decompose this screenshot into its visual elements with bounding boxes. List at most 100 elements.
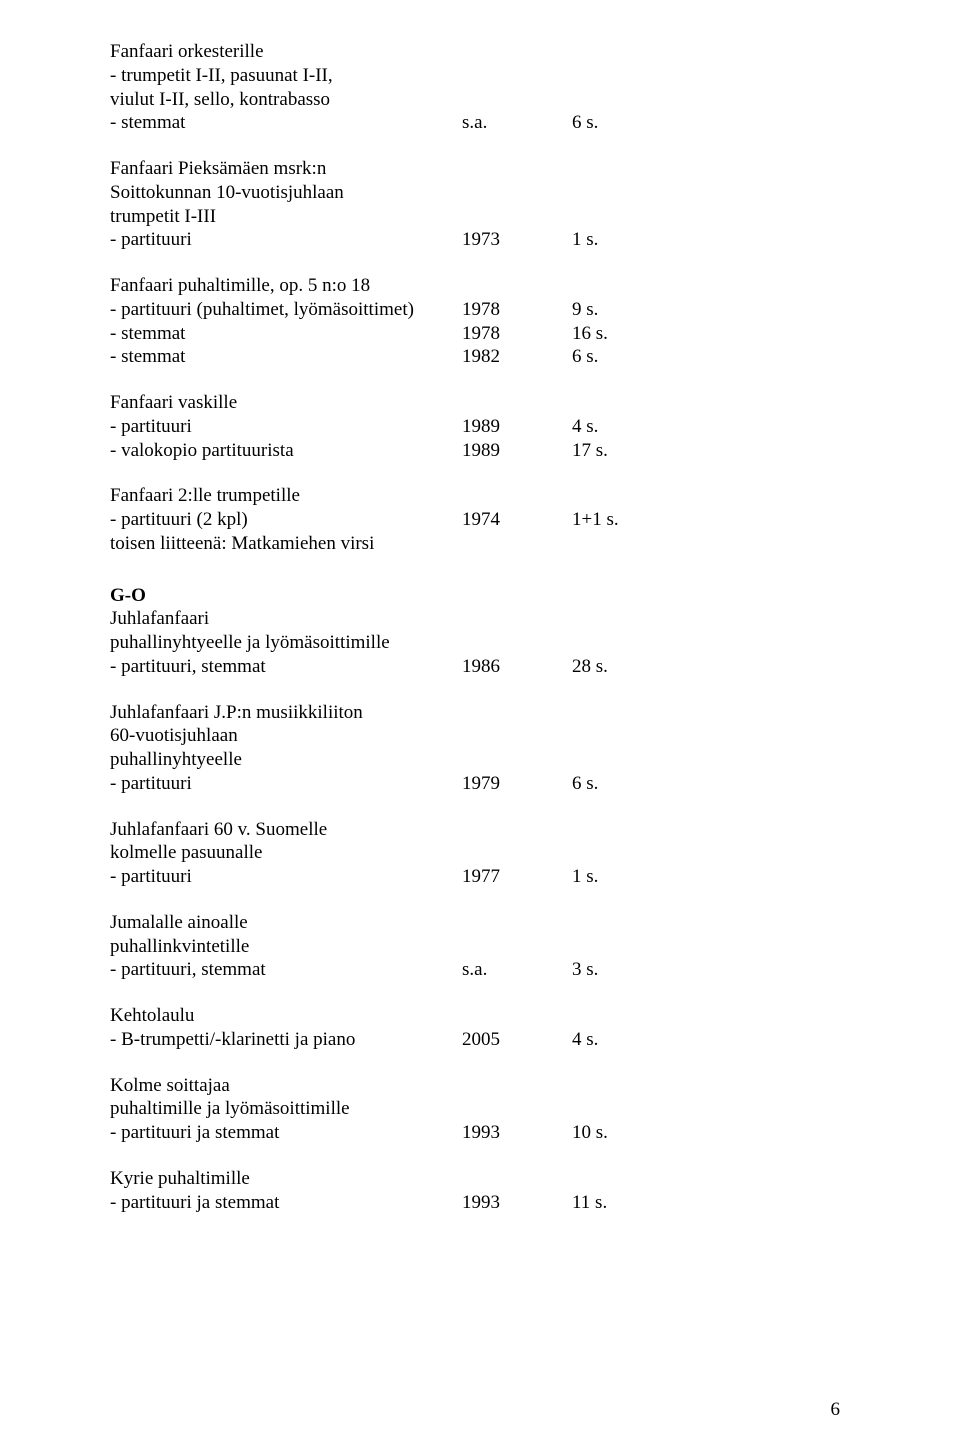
entry-row: - stemmat197816 s.: [110, 322, 850, 346]
entries-container: Fanfaari orkesterille- trumpetit I-II, p…: [110, 40, 850, 556]
trailing-line: toisen liitteenä: Matkamiehen virsi: [110, 532, 850, 556]
title-line: - trumpetit I-II, pasuunat I-II,: [110, 64, 850, 88]
entry-row: - partituuri ja stemmat199310 s.: [110, 1121, 850, 1145]
entry-row: - partituuri, stemmats.a.3 s.: [110, 958, 850, 982]
title-line: Fanfaari puhaltimille, op. 5 n:o 18: [110, 274, 850, 298]
entry-row: - stemmat19826 s.: [110, 345, 850, 369]
row-pages: 11 s.: [572, 1191, 850, 1215]
row-label: - partituuri: [110, 772, 462, 796]
entry-row: - partituuri19894 s.: [110, 415, 850, 439]
row-year: 1974: [462, 508, 572, 532]
entry-row: - valokopio partituurista198917 s.: [110, 439, 850, 463]
row-pages: 6 s.: [572, 111, 850, 135]
catalog-entry: Fanfaari vaskille- partituuri19894 s.- v…: [110, 391, 850, 462]
catalog-entry: Fanfaari orkesterille- trumpetit I-II, p…: [110, 40, 850, 135]
title-line: puhaltimille ja lyömäsoittimille: [110, 1097, 850, 1121]
row-pages: 4 s.: [572, 1028, 850, 1052]
catalog-entry: Fanfaari puhaltimille, op. 5 n:o 18- par…: [110, 274, 850, 369]
page-number: 6: [831, 1399, 841, 1421]
title-line: Kehtolaulu: [110, 1004, 850, 1028]
row-year: 1979: [462, 772, 572, 796]
title-line: trumpetit I-III: [110, 205, 850, 229]
row-label: - partituuri ja stemmat: [110, 1121, 462, 1145]
catalog-entry: Kolme soittajaapuhaltimille ja lyömäsoit…: [110, 1074, 850, 1145]
catalog-entry: Kehtolaulu- B-trumpetti/-klarinetti ja p…: [110, 1004, 850, 1052]
title-line: Kolme soittajaa: [110, 1074, 850, 1098]
entry-row: - partituuri ja stemmat199311 s.: [110, 1191, 850, 1215]
row-year: s.a.: [462, 111, 572, 135]
title-line: 60-vuotisjuhlaan: [110, 724, 850, 748]
entry-title: Fanfaari 2:lle trumpetille: [110, 484, 850, 508]
title-line: Fanfaari vaskille: [110, 391, 850, 415]
entry-row: - partituuri19796 s.: [110, 772, 850, 796]
title-line: Kyrie puhaltimille: [110, 1167, 850, 1191]
entry-title: Fanfaari puhaltimille, op. 5 n:o 18: [110, 274, 850, 298]
title-line: Soittokunnan 10-vuotisjuhlaan: [110, 181, 850, 205]
title-line: puhallinyhtyeelle: [110, 748, 850, 772]
entry-row: - partituuri19771 s.: [110, 865, 850, 889]
row-pages: 4 s.: [572, 415, 850, 439]
entry-title: Fanfaari vaskille: [110, 391, 850, 415]
title-line: Juhlafanfaari J.P:n musiikkiliiton: [110, 701, 850, 725]
row-year: s.a.: [462, 958, 572, 982]
row-pages: 28 s.: [572, 655, 850, 679]
row-year: 1989: [462, 415, 572, 439]
row-year: 1978: [462, 322, 572, 346]
title-line: kolmelle pasuunalle: [110, 841, 850, 865]
row-label: - stemmat: [110, 111, 462, 135]
row-pages: 1 s.: [572, 228, 850, 252]
row-label: - partituuri, stemmat: [110, 958, 462, 982]
page: Fanfaari orkesterille- trumpetit I-II, p…: [0, 0, 960, 1451]
title-line: viulut I-II, sello, kontrabasso: [110, 88, 850, 112]
row-pages: 3 s.: [572, 958, 850, 982]
catalog-entry: Juhlafanfaari J.P:n musiikkiliiton60-vuo…: [110, 701, 850, 796]
row-pages: 16 s.: [572, 322, 850, 346]
row-pages: 10 s.: [572, 1121, 850, 1145]
title-line: puhallinkvintetille: [110, 935, 850, 959]
entry-row: - stemmats.a.6 s.: [110, 111, 850, 135]
row-label: - valokopio partituurista: [110, 439, 462, 463]
row-year: 1982: [462, 345, 572, 369]
row-pages: 17 s.: [572, 439, 850, 463]
row-year: 1973: [462, 228, 572, 252]
entry-title: Fanfaari orkesterille- trumpetit I-II, p…: [110, 40, 850, 111]
entry-title: Kehtolaulu: [110, 1004, 850, 1028]
row-label: - partituuri (2 kpl): [110, 508, 462, 532]
row-year: 1993: [462, 1121, 572, 1145]
row-year: 1993: [462, 1191, 572, 1215]
section-block: G-O: [110, 584, 850, 608]
catalog-entry: Juhlafanfaaripuhallinyhtyeelle ja lyömäs…: [110, 607, 850, 678]
row-year: 1977: [462, 865, 572, 889]
row-year: 1989: [462, 439, 572, 463]
row-year: 1978: [462, 298, 572, 322]
entry-row: - partituuri (puhaltimet, lyömäsoittimet…: [110, 298, 850, 322]
title-line: Jumalalle ainoalle: [110, 911, 850, 935]
title-line: Fanfaari orkesterille: [110, 40, 850, 64]
row-label: - partituuri: [110, 865, 462, 889]
entry-title: Kyrie puhaltimille: [110, 1167, 850, 1191]
entry-title: Kolme soittajaapuhaltimille ja lyömäsoit…: [110, 1074, 850, 1122]
entry-row: - partituuri (2 kpl)19741+1 s.: [110, 508, 850, 532]
title-line: puhallinyhtyeelle ja lyömäsoittimille: [110, 631, 850, 655]
catalog-entry: Fanfaari 2:lle trumpetille- partituuri (…: [110, 484, 850, 555]
title-line: Juhlafanfaari 60 v. Suomelle: [110, 818, 850, 842]
row-label: - stemmat: [110, 322, 462, 346]
entry-title: Juhlafanfaaripuhallinyhtyeelle ja lyömäs…: [110, 607, 850, 655]
entry-title: Jumalalle ainoallepuhallinkvintetille: [110, 911, 850, 959]
row-label: - partituuri (puhaltimet, lyömäsoittimet…: [110, 298, 462, 322]
row-label: - partituuri: [110, 228, 462, 252]
title-line: Fanfaari Pieksämäen msrk:n: [110, 157, 850, 181]
row-label: - stemmat: [110, 345, 462, 369]
title-line: Fanfaari 2:lle trumpetille: [110, 484, 850, 508]
catalog-entry: Kyrie puhaltimille- partituuri ja stemma…: [110, 1167, 850, 1215]
row-label: - partituuri ja stemmat: [110, 1191, 462, 1215]
row-pages: 6 s.: [572, 772, 850, 796]
catalog-entry: Jumalalle ainoallepuhallinkvintetille- p…: [110, 911, 850, 982]
row-label: - partituuri: [110, 415, 462, 439]
row-pages: 6 s.: [572, 345, 850, 369]
entry-row: - partituuri, stemmat198628 s.: [110, 655, 850, 679]
entries-after-container: Juhlafanfaaripuhallinyhtyeelle ja lyömäs…: [110, 607, 850, 1214]
section-heading: G-O: [110, 584, 850, 608]
row-year: 2005: [462, 1028, 572, 1052]
row-pages: 9 s.: [572, 298, 850, 322]
